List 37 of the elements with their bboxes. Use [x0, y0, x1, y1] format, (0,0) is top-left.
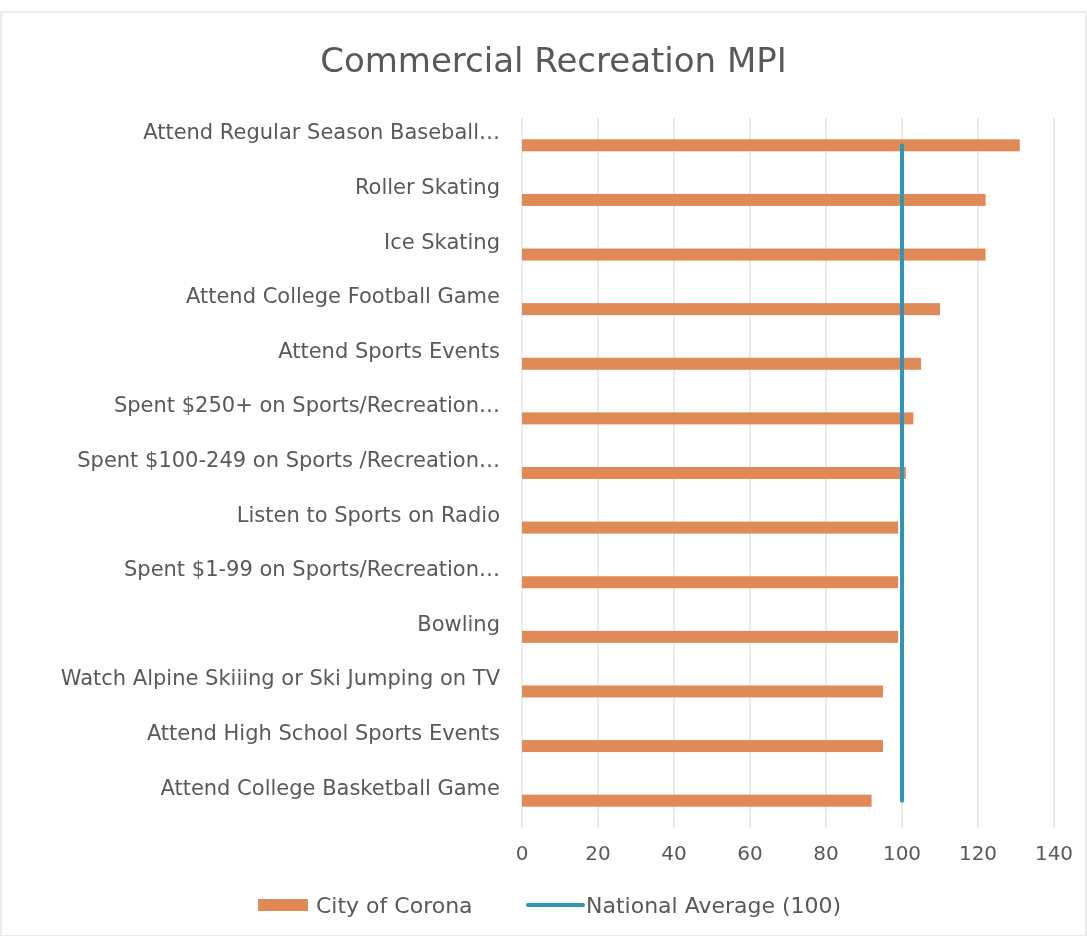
x-tick-label: 0 — [515, 841, 529, 865]
y-tick-label: Attend Sports Events — [278, 338, 500, 363]
x-tick-label: 60 — [737, 841, 763, 865]
y-tick-label: Listen to Sports on Radio — [236, 502, 500, 527]
x-tick-label: 20 — [585, 841, 611, 865]
bar — [522, 303, 940, 316]
x-tick-label: 140 — [1034, 841, 1074, 865]
y-tick-label: Watch Alpine Skiiing or Ski Jumping on TV — [60, 666, 501, 691]
bar — [522, 466, 906, 480]
bar — [522, 740, 883, 753]
y-tick-label: Attend High School Sports Events — [146, 721, 500, 746]
bar — [522, 685, 883, 698]
bar — [522, 412, 914, 425]
bar — [522, 357, 921, 370]
bar — [522, 794, 872, 807]
bar — [522, 139, 1020, 152]
bar — [522, 193, 986, 206]
bar — [522, 630, 899, 643]
chart-title: Commercial Recreation MPI — [320, 40, 787, 80]
y-tick-label: Bowling — [417, 611, 500, 636]
bar — [522, 521, 899, 534]
legend-label: City of Corona — [316, 893, 473, 918]
x-tick-label: 80 — [813, 841, 839, 865]
y-tick-label: Attend College Basketball Game — [160, 775, 500, 800]
y-tick-label: Attend College Football Game — [185, 284, 500, 309]
y-tick-label: Spent $1-99 on Sports/Recreation… — [123, 557, 500, 582]
y-tick-label: Ice Skating — [383, 229, 500, 254]
legend-label: National Average (100) — [586, 893, 842, 918]
x-tick-label: 40 — [661, 841, 687, 865]
x-tick-label: 120 — [958, 841, 998, 865]
bar — [522, 576, 899, 589]
y-tick-label: Attend Regular Season Baseball… — [143, 120, 500, 145]
y-tick-label: Spent $100-249 on Sports /Recreation… — [77, 448, 500, 472]
bar — [522, 248, 986, 261]
y-tick-label: Spent $250+ on Sports/Recreation… — [113, 393, 500, 418]
y-tick-label: Roller Skating — [354, 174, 500, 199]
x-tick-label: 100 — [882, 841, 922, 865]
